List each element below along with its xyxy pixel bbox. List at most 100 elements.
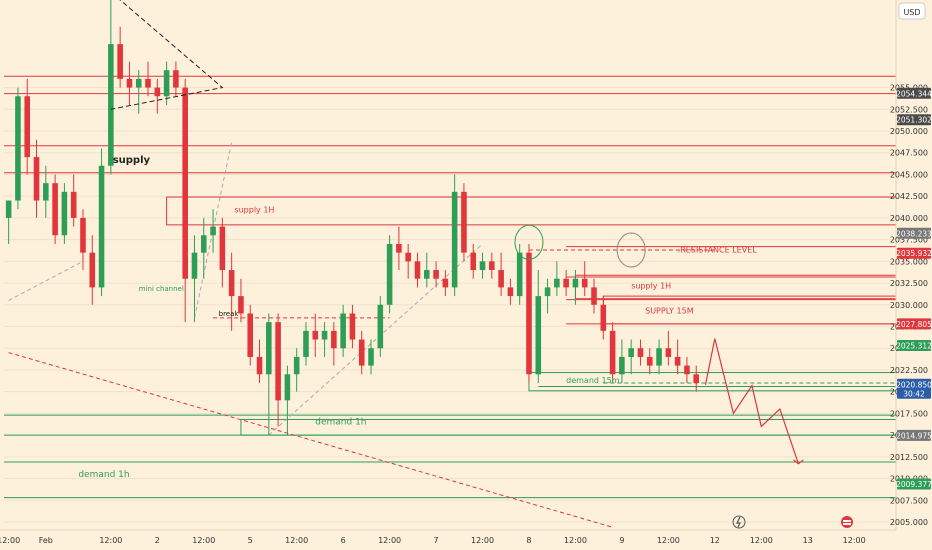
y-tick-label: 2017.500 xyxy=(890,409,928,418)
x-tick-label: 12:00 xyxy=(378,536,401,545)
candle-body xyxy=(303,330,309,357)
price-label: 2054.344 xyxy=(896,89,932,98)
candle-body xyxy=(182,87,188,279)
y-tick-label: 2022.500 xyxy=(890,366,928,375)
y-tick-label: 2035.000 xyxy=(890,257,928,266)
candle-body xyxy=(70,191,77,218)
annotation-label: supply 1H xyxy=(631,281,671,290)
price-label-bg xyxy=(897,318,931,330)
zone-box xyxy=(574,274,897,300)
x-tick-label: 12:00 xyxy=(564,536,587,545)
candle-body xyxy=(572,278,579,288)
currency-label: USD xyxy=(903,8,920,17)
candle-body xyxy=(145,78,151,88)
x-tick-label: Feb xyxy=(39,536,53,545)
flag-icon[interactable] xyxy=(841,516,853,528)
candle-body xyxy=(368,348,374,366)
dashed-trend-line xyxy=(8,352,613,528)
candle-body xyxy=(581,278,588,288)
candle-body xyxy=(43,183,49,201)
price-label: 2035.932 xyxy=(896,249,932,258)
price-label: 2038.233 xyxy=(896,229,932,238)
annotation-label: demand 1h xyxy=(315,418,366,428)
candle-body xyxy=(619,356,625,375)
candle-body xyxy=(693,374,700,383)
price-label-bg xyxy=(897,87,931,99)
zone-box xyxy=(166,196,897,226)
candle-body xyxy=(442,278,449,288)
x-tick-label: 7 xyxy=(434,536,439,545)
price-label: 2014.975 xyxy=(896,431,932,440)
candle-body xyxy=(516,252,523,297)
price-label: 2020.850 xyxy=(896,380,932,389)
time-axis-bg xyxy=(0,530,932,550)
candle-body xyxy=(126,78,133,88)
x-tick-label: 12:00 xyxy=(192,536,215,545)
candle-body xyxy=(247,313,254,357)
price-label-bg xyxy=(897,340,931,352)
highlight-circle xyxy=(514,224,544,260)
candle-body xyxy=(98,165,105,288)
candle-body xyxy=(405,252,411,262)
price-label-bg xyxy=(897,114,931,126)
candle-body xyxy=(24,96,31,158)
candle-body xyxy=(637,348,644,357)
currency-badge[interactable]: USD xyxy=(898,2,926,20)
candle-body xyxy=(293,356,300,375)
candle-body xyxy=(33,157,40,201)
price-label-bg xyxy=(897,227,931,239)
annotation-label: mini channel xyxy=(139,285,184,293)
candle-body xyxy=(135,78,142,88)
candle-body xyxy=(498,270,504,288)
x-tick-label: 12:00 xyxy=(471,536,494,545)
candle-body xyxy=(331,330,337,349)
price-label: 2025.312 xyxy=(896,342,932,351)
y-tick-label: 2012.500 xyxy=(890,453,928,462)
price-label-bg xyxy=(897,478,931,490)
lightning-icon[interactable] xyxy=(732,515,746,529)
y-tick-label: 2007.500 xyxy=(890,496,928,505)
candle-body xyxy=(377,304,384,349)
candle-body xyxy=(396,243,402,253)
candle-body xyxy=(656,348,662,366)
candle-body xyxy=(154,87,161,97)
annotation-label: demand 1h xyxy=(78,470,129,480)
annotation-label: supply 1H xyxy=(234,206,274,215)
x-tick-label: 5 xyxy=(248,536,253,545)
candles-layer xyxy=(5,0,700,436)
candle-body xyxy=(15,96,21,201)
candle-body xyxy=(461,191,467,253)
candle-body xyxy=(191,252,198,279)
price-axis: 2055.0002052.5002050.0002047.5002045.000… xyxy=(890,84,932,527)
candle-body xyxy=(266,322,272,375)
candle-body xyxy=(358,339,365,366)
candle-body xyxy=(544,287,551,297)
x-tick-label: 8 xyxy=(526,536,531,545)
candle-body xyxy=(312,330,319,340)
x-tick-label: 12:00 xyxy=(750,536,773,545)
candle-body xyxy=(256,356,263,375)
y-tick-label: 2040.000 xyxy=(890,214,928,223)
candle-body xyxy=(563,278,569,288)
candle-body xyxy=(535,296,542,375)
price-label: 2027.805 xyxy=(896,320,932,329)
candle-body xyxy=(674,356,681,366)
y-tick-label: 2050.000 xyxy=(890,127,928,136)
candle-body xyxy=(108,44,114,166)
candle-body xyxy=(321,330,328,340)
time-axis: 12:00 Feb 12:00 2 12:00 5 12:00 6 12:00 7 12:00 8 12… xyxy=(0,536,866,545)
candle-body xyxy=(80,217,86,253)
price-label: 2009.377 xyxy=(896,480,932,489)
candle-body xyxy=(61,191,68,236)
candle-body xyxy=(423,270,430,279)
candle-body xyxy=(52,183,58,236)
x-tick-label: 12:00 xyxy=(99,536,122,545)
candle-body xyxy=(219,226,226,271)
candle-body xyxy=(489,261,495,271)
candle-body xyxy=(479,261,486,271)
highlight-circle xyxy=(616,232,646,268)
candle-body xyxy=(173,70,179,88)
candle-body xyxy=(210,226,216,236)
